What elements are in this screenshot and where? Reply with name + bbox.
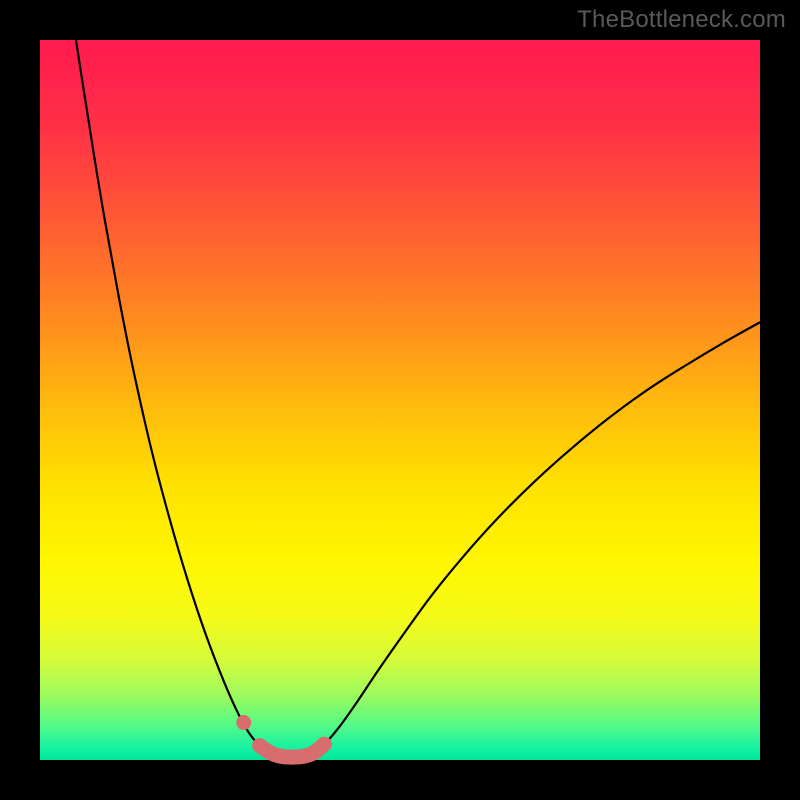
- chart-plot-bg: [40, 40, 760, 760]
- watermark-text: TheBottleneck.com: [577, 6, 786, 34]
- highlight-dot: [236, 715, 251, 730]
- bottleneck-chart: [0, 0, 800, 800]
- chart-container: TheBottleneck.com: [0, 0, 800, 800]
